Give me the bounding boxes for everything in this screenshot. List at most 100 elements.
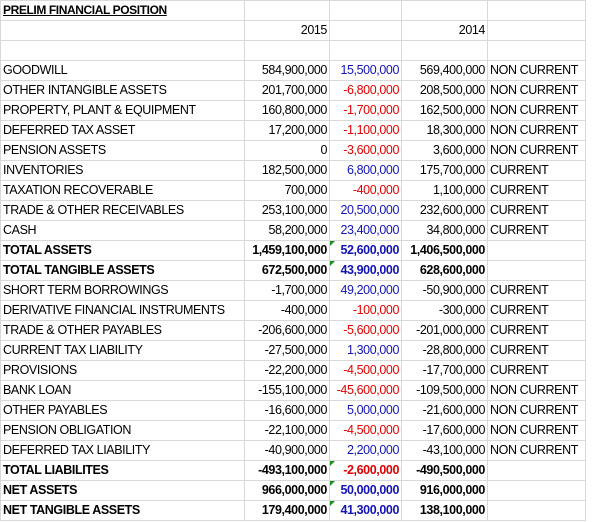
cell[interactable] — [487, 20, 586, 41]
row-label[interactable]: PENSION OBLIGATION — [0, 420, 245, 441]
cell[interactable] — [244, 0, 330, 21]
value-2015[interactable]: 584,900,000 — [244, 60, 330, 81]
value-2014[interactable]: 1,100,000 — [401, 180, 488, 201]
classification[interactable] — [487, 240, 586, 261]
value-change[interactable]: 43,900,000 — [329, 260, 402, 281]
row-label[interactable]: DEFERRED TAX ASSET — [0, 120, 245, 141]
value-2015[interactable]: 253,100,000 — [244, 200, 330, 221]
row-label[interactable]: NET TANGIBLE ASSETS — [0, 500, 245, 521]
classification[interactable]: NON CURRENT — [487, 120, 586, 141]
value-2014[interactable]: 916,000,000 — [401, 480, 488, 501]
classification[interactable]: CURRENT — [487, 300, 586, 321]
value-2014[interactable]: -300,000 — [401, 300, 488, 321]
value-2015[interactable]: -155,100,000 — [244, 380, 330, 401]
row-label[interactable]: DEFERRED TAX LIABILITY — [0, 440, 245, 461]
row-label[interactable]: TAXATION RECOVERABLE — [0, 180, 245, 201]
value-2014[interactable]: -201,000,000 — [401, 320, 488, 341]
classification[interactable]: CURRENT — [487, 340, 586, 361]
row-label[interactable]: TRADE & OTHER PAYABLES — [0, 320, 245, 341]
row-label[interactable]: TOTAL ASSETS — [0, 240, 245, 261]
value-2015[interactable]: 160,800,000 — [244, 100, 330, 121]
row-label[interactable]: OTHER PAYABLES — [0, 400, 245, 421]
cell[interactable] — [329, 40, 402, 61]
classification[interactable] — [487, 460, 586, 481]
value-2015[interactable]: 966,000,000 — [244, 480, 330, 501]
value-2015[interactable]: 700,000 — [244, 180, 330, 201]
row-label[interactable]: PROVISIONS — [0, 360, 245, 381]
row-label[interactable]: TRADE & OTHER RECEIVABLES — [0, 200, 245, 221]
value-change[interactable]: 1,300,000 — [329, 340, 402, 361]
header-2014[interactable]: 2014 — [401, 20, 488, 41]
row-label[interactable]: INVENTORIES — [0, 160, 245, 181]
value-2014[interactable]: -28,800,000 — [401, 340, 488, 361]
value-2015[interactable]: -22,100,000 — [244, 420, 330, 441]
classification[interactable] — [487, 480, 586, 501]
value-change[interactable]: 41,300,000 — [329, 500, 402, 521]
value-2014[interactable]: -21,600,000 — [401, 400, 488, 421]
value-change[interactable]: 5,000,000 — [329, 400, 402, 421]
value-change[interactable]: -1,700,000 — [329, 100, 402, 121]
classification[interactable]: NON CURRENT — [487, 140, 586, 161]
classification[interactable]: NON CURRENT — [487, 400, 586, 421]
cell[interactable] — [0, 40, 245, 61]
classification[interactable]: NON CURRENT — [487, 60, 586, 81]
row-label[interactable]: CASH — [0, 220, 245, 241]
header-2015[interactable]: 2015 — [244, 20, 330, 41]
classification[interactable]: NON CURRENT — [487, 100, 586, 121]
value-2015[interactable]: 1,459,100,000 — [244, 240, 330, 261]
classification[interactable]: CURRENT — [487, 200, 586, 221]
cell[interactable] — [401, 0, 488, 21]
classification[interactable] — [487, 260, 586, 281]
value-2014[interactable]: 569,400,000 — [401, 60, 488, 81]
value-2014[interactable]: 232,600,000 — [401, 200, 488, 221]
value-2015[interactable]: -40,900,000 — [244, 440, 330, 461]
classification[interactable]: CURRENT — [487, 160, 586, 181]
classification[interactable] — [487, 500, 586, 521]
value-change[interactable]: -5,600,000 — [329, 320, 402, 341]
classification[interactable]: CURRENT — [487, 280, 586, 301]
classification[interactable]: NON CURRENT — [487, 440, 586, 461]
value-2015[interactable]: 17,200,000 — [244, 120, 330, 141]
value-change[interactable]: 23,400,000 — [329, 220, 402, 241]
value-2015[interactable]: 672,500,000 — [244, 260, 330, 281]
row-label[interactable]: CURRENT TAX LIABILITY — [0, 340, 245, 361]
value-change[interactable]: -1,100,000 — [329, 120, 402, 141]
value-2015[interactable]: -22,200,000 — [244, 360, 330, 381]
value-2014[interactable]: 18,300,000 — [401, 120, 488, 141]
value-2015[interactable]: -27,500,000 — [244, 340, 330, 361]
value-change[interactable]: 15,500,000 — [329, 60, 402, 81]
value-2015[interactable]: 179,400,000 — [244, 500, 330, 521]
cell[interactable] — [487, 0, 586, 21]
value-change[interactable]: -3,600,000 — [329, 140, 402, 161]
value-2014[interactable]: -109,500,000 — [401, 380, 488, 401]
value-change[interactable]: 50,000,000 — [329, 480, 402, 501]
value-change[interactable]: 49,200,000 — [329, 280, 402, 301]
row-label[interactable]: TOTAL LIABILITES — [0, 460, 245, 481]
value-2014[interactable]: 162,500,000 — [401, 100, 488, 121]
classification[interactable]: NON CURRENT — [487, 80, 586, 101]
value-2014[interactable]: -17,600,000 — [401, 420, 488, 441]
row-label[interactable]: PROPERTY, PLANT & EQUIPMENT — [0, 100, 245, 121]
value-change[interactable]: -4,500,000 — [329, 420, 402, 441]
classification[interactable]: NON CURRENT — [487, 420, 586, 441]
value-change[interactable]: 6,800,000 — [329, 160, 402, 181]
row-label[interactable]: GOODWILL — [0, 60, 245, 81]
value-2014[interactable]: 34,800,000 — [401, 220, 488, 241]
value-2015[interactable]: -400,000 — [244, 300, 330, 321]
value-2014[interactable]: 628,600,000 — [401, 260, 488, 281]
value-2015[interactable]: -1,700,000 — [244, 280, 330, 301]
value-change[interactable]: 20,500,000 — [329, 200, 402, 221]
value-2014[interactable]: 138,100,000 — [401, 500, 488, 521]
value-2014[interactable]: -17,700,000 — [401, 360, 488, 381]
cell[interactable] — [329, 20, 402, 41]
value-2015[interactable]: 201,700,000 — [244, 80, 330, 101]
value-2015[interactable]: -206,600,000 — [244, 320, 330, 341]
row-label[interactable]: SHORT TERM BORROWINGS — [0, 280, 245, 301]
value-2015[interactable]: -16,600,000 — [244, 400, 330, 421]
value-2014[interactable]: 1,406,500,000 — [401, 240, 488, 261]
classification[interactable]: CURRENT — [487, 360, 586, 381]
classification[interactable]: CURRENT — [487, 180, 586, 201]
row-label[interactable]: TOTAL TANGIBLE ASSETS — [0, 260, 245, 281]
row-label[interactable]: DERIVATIVE FINANCIAL INSTRUMENTS — [0, 300, 245, 321]
value-change[interactable]: 2,200,000 — [329, 440, 402, 461]
